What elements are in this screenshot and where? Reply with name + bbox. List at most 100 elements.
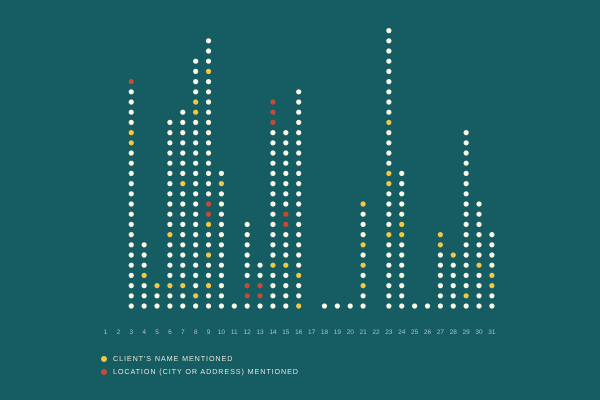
legend-swatch-name	[101, 355, 107, 362]
dot-plain-day-25	[412, 303, 418, 309]
dot-plain-day-15	[283, 160, 289, 166]
dot-plain-day-12	[244, 221, 250, 227]
dot-name-day-24	[399, 232, 405, 238]
x-tick-label: 31	[488, 329, 496, 336]
dot-plain-day-7	[180, 160, 186, 166]
x-tick-label: 24	[398, 329, 406, 336]
dot-name-day-31	[489, 283, 495, 289]
x-tick-label: 13	[256, 329, 264, 336]
dot-plain-day-16	[296, 201, 302, 207]
dot-name-day-23	[386, 170, 392, 176]
dot-plain-day-8	[193, 303, 199, 309]
dot-name-day-30	[476, 262, 482, 268]
dot-plain-day-14	[270, 283, 276, 289]
dot-name-day-14	[270, 262, 276, 268]
x-tick-label: 20	[347, 329, 355, 336]
dot-plain-day-3	[128, 303, 134, 309]
dot-plain-day-27	[437, 262, 443, 268]
dot-plain-day-10	[218, 283, 225, 289]
x-tick-label: 5	[155, 329, 159, 336]
dot-plain-day-26	[424, 303, 431, 309]
dot-plain-day-16	[296, 140, 302, 146]
dot-plain-day-29	[463, 252, 469, 258]
dot-plain-day-16	[296, 119, 302, 125]
dot-plain-day-29	[463, 150, 469, 156]
dot-plain-day-29	[463, 130, 469, 136]
dot-plain-day-3	[128, 150, 134, 156]
dot-plain-day-4	[141, 303, 147, 309]
legend: CLIENT'S NAME MENTIONED LOCATION (CITY O…	[101, 352, 299, 378]
x-tick-label: 26	[424, 329, 432, 336]
dot-plain-day-14	[270, 211, 276, 217]
dot-plain-day-15	[283, 293, 289, 299]
dot-plain-day-8	[193, 283, 199, 289]
dot-name-day-21	[360, 242, 366, 248]
dot-plain-day-9	[205, 89, 212, 95]
dot-plain-day-21	[360, 293, 366, 299]
dot-name-day-5	[154, 283, 160, 289]
dot-plain-day-6	[167, 262, 173, 268]
dot-plain-day-10	[218, 201, 225, 207]
dot-name-day-6	[167, 232, 173, 238]
dot-plain-day-8	[193, 262, 199, 268]
x-tick-label: 12	[244, 329, 252, 336]
x-axis-tick-labels: 1 2 3 4 5 6 7 8 9 10 11 12 13 14 15 16 17 18 19 20 21 22 23 24 2…	[104, 329, 496, 336]
x-tick-label: 28	[450, 329, 458, 336]
dot-plain-day-29	[463, 272, 469, 278]
dot-plain-day-5	[154, 303, 160, 309]
dot-plain-day-6	[167, 140, 173, 146]
dot-name-day-23	[386, 119, 392, 125]
dot-plain-day-6	[167, 303, 173, 309]
dot-plain-day-10	[218, 221, 225, 227]
dot-plain-day-29	[463, 221, 469, 227]
dot-plain-day-8	[193, 170, 199, 176]
dot-plain-day-7	[180, 262, 186, 268]
dot-plain-day-21	[360, 252, 366, 258]
dot-plain-day-9	[205, 48, 212, 54]
dot-plain-day-16	[296, 130, 302, 136]
dot-plain-day-15	[283, 283, 289, 289]
dot-name-day-8	[193, 99, 199, 105]
dot-plain-day-3	[128, 252, 134, 258]
dot-location-day-14	[270, 109, 276, 115]
x-tick-label: 8	[194, 329, 198, 336]
dot-name-day-6	[167, 283, 173, 289]
dot-plain-day-7	[180, 140, 186, 146]
dot-plain-day-7	[180, 211, 186, 217]
dot-plain-day-3	[128, 272, 134, 278]
dot-plain-day-10	[218, 252, 225, 258]
dot-plain-day-16	[296, 181, 302, 187]
dot-plain-day-16	[296, 252, 302, 258]
dot-plain-day-13	[257, 262, 263, 268]
dot-plain-day-30	[476, 283, 482, 289]
dot-location-day-3	[128, 79, 134, 85]
dot-plain-day-3	[128, 232, 134, 238]
dot-name-day-28	[450, 252, 456, 258]
dot-name-day-27	[437, 242, 443, 248]
dot-plain-day-27	[437, 252, 443, 258]
dot-plain-day-23	[386, 283, 392, 289]
dot-location-day-9	[205, 201, 212, 207]
dot-plain-day-16	[296, 150, 302, 156]
dot-plain-day-9	[205, 191, 212, 197]
dot-plain-day-9	[205, 140, 212, 146]
dot-plain-day-16	[296, 262, 302, 268]
dot-plain-day-14	[270, 293, 276, 299]
dot-plain-day-16	[296, 191, 302, 197]
dot-plain-day-8	[193, 232, 199, 238]
dot-plain-day-10	[218, 293, 225, 299]
dot-plain-day-14	[270, 221, 276, 227]
x-tick-label: 4	[142, 329, 146, 336]
dot-name-day-27	[437, 232, 443, 238]
dot-plain-day-8	[193, 181, 199, 187]
dot-plain-day-31	[489, 232, 495, 238]
x-tick-label: 29	[463, 329, 471, 336]
dot-plain-day-23	[386, 68, 392, 74]
dot-plain-day-6	[167, 170, 173, 176]
dot-plain-day-3	[128, 181, 134, 187]
dot-plain-day-24	[399, 211, 405, 217]
dot-plain-day-23	[386, 109, 392, 115]
dot-plain-day-9	[205, 79, 212, 85]
x-tick-label: 21	[359, 329, 367, 336]
dot-plain-day-15	[283, 150, 289, 156]
